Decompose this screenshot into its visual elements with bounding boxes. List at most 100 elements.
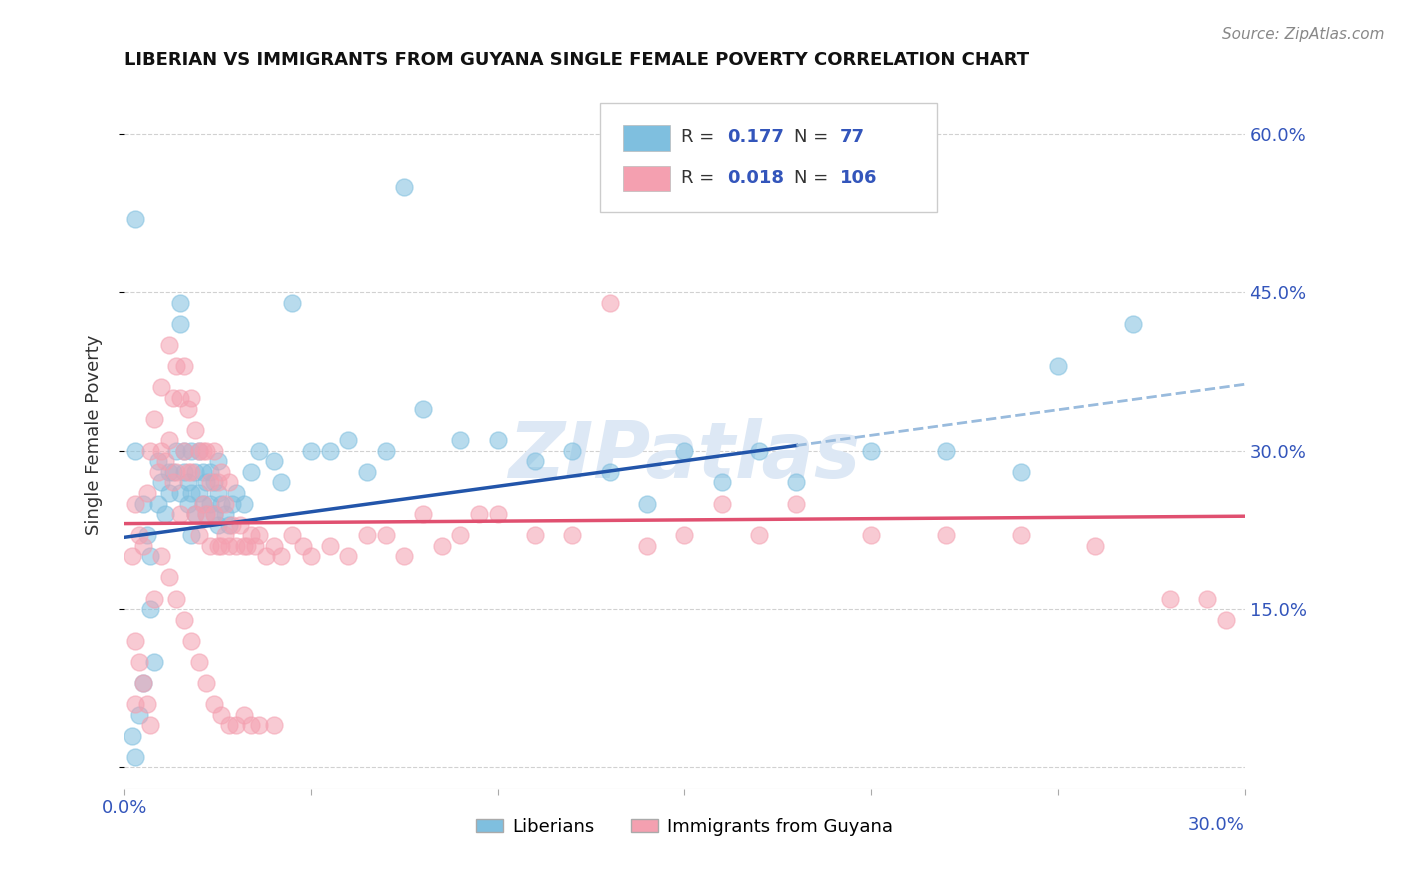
Point (412, 507, 434, 521)
Point (860, 443, 883, 458)
Point (146, 465, 169, 479)
Point (209, 497, 232, 511)
Point (710, 475, 733, 490)
Point (157, 465, 180, 479)
Text: 0.177: 0.177 (727, 128, 785, 146)
Point (173, 443, 195, 458)
Point (124, 750, 146, 764)
Point (195, 676, 218, 690)
Point (139, 549, 162, 564)
Point (184, 423, 207, 437)
Point (1084, 539, 1107, 553)
Point (209, 465, 232, 479)
Point (599, 296, 621, 310)
Point (394, 180, 416, 194)
Point (165, 591, 187, 606)
Point (184, 507, 207, 521)
Point (139, 718, 162, 732)
FancyBboxPatch shape (623, 166, 669, 191)
Point (173, 613, 195, 627)
Point (157, 570, 180, 584)
Point (247, 528, 270, 542)
Point (173, 443, 195, 458)
Point (191, 497, 214, 511)
Y-axis label: Single Female Poverty: Single Female Poverty (86, 334, 103, 535)
Point (128, 655, 150, 669)
Point (337, 549, 360, 564)
Point (150, 380, 173, 394)
Point (195, 507, 218, 521)
Point (1215, 613, 1237, 627)
Point (374, 443, 396, 458)
Text: R =: R = (681, 169, 720, 186)
Point (165, 443, 187, 458)
Point (214, 497, 236, 511)
Text: 77: 77 (841, 128, 865, 146)
Point (785, 475, 807, 490)
Point (169, 486, 191, 500)
Point (162, 475, 184, 490)
Point (225, 486, 247, 500)
Point (247, 718, 270, 732)
Point (207, 517, 229, 532)
Point (207, 454, 229, 468)
Point (155, 507, 177, 521)
Point (128, 707, 150, 722)
Point (236, 539, 259, 553)
Point (229, 517, 252, 532)
Point (202, 697, 225, 711)
Point (195, 443, 218, 458)
Point (132, 676, 155, 690)
Point (139, 443, 162, 458)
Point (263, 539, 285, 553)
Point (243, 539, 266, 553)
Point (202, 507, 225, 521)
Point (198, 475, 221, 490)
Point (524, 454, 547, 468)
Point (157, 486, 180, 500)
Point (191, 465, 214, 479)
Point (412, 401, 434, 416)
Point (673, 443, 696, 458)
Point (176, 497, 198, 511)
Point (135, 697, 157, 711)
Point (247, 443, 270, 458)
Point (124, 633, 146, 648)
Point (143, 591, 166, 606)
Point (710, 497, 733, 511)
Point (165, 359, 187, 374)
Point (218, 718, 240, 732)
Point (155, 454, 177, 468)
Point (281, 296, 304, 310)
Point (270, 549, 292, 564)
Point (207, 539, 229, 553)
Point (748, 528, 770, 542)
Point (214, 507, 236, 521)
Point (225, 718, 247, 732)
Text: N =: N = (794, 169, 834, 186)
Point (150, 475, 173, 490)
Point (356, 528, 378, 542)
Point (232, 707, 254, 722)
Point (1197, 591, 1219, 606)
Point (162, 391, 184, 405)
Point (218, 539, 240, 553)
Point (184, 465, 207, 479)
Point (176, 475, 198, 490)
Text: 106: 106 (841, 169, 877, 186)
Point (561, 443, 583, 458)
Point (187, 528, 209, 542)
Point (209, 539, 232, 553)
Point (162, 465, 184, 479)
Point (221, 517, 243, 532)
Point (935, 528, 957, 542)
Point (198, 465, 221, 479)
Point (187, 486, 209, 500)
Point (176, 401, 198, 416)
Point (374, 528, 396, 542)
Point (209, 707, 232, 722)
Point (187, 443, 209, 458)
Point (524, 528, 547, 542)
Text: Source: ZipAtlas.com: Source: ZipAtlas.com (1222, 27, 1385, 42)
Point (180, 633, 202, 648)
